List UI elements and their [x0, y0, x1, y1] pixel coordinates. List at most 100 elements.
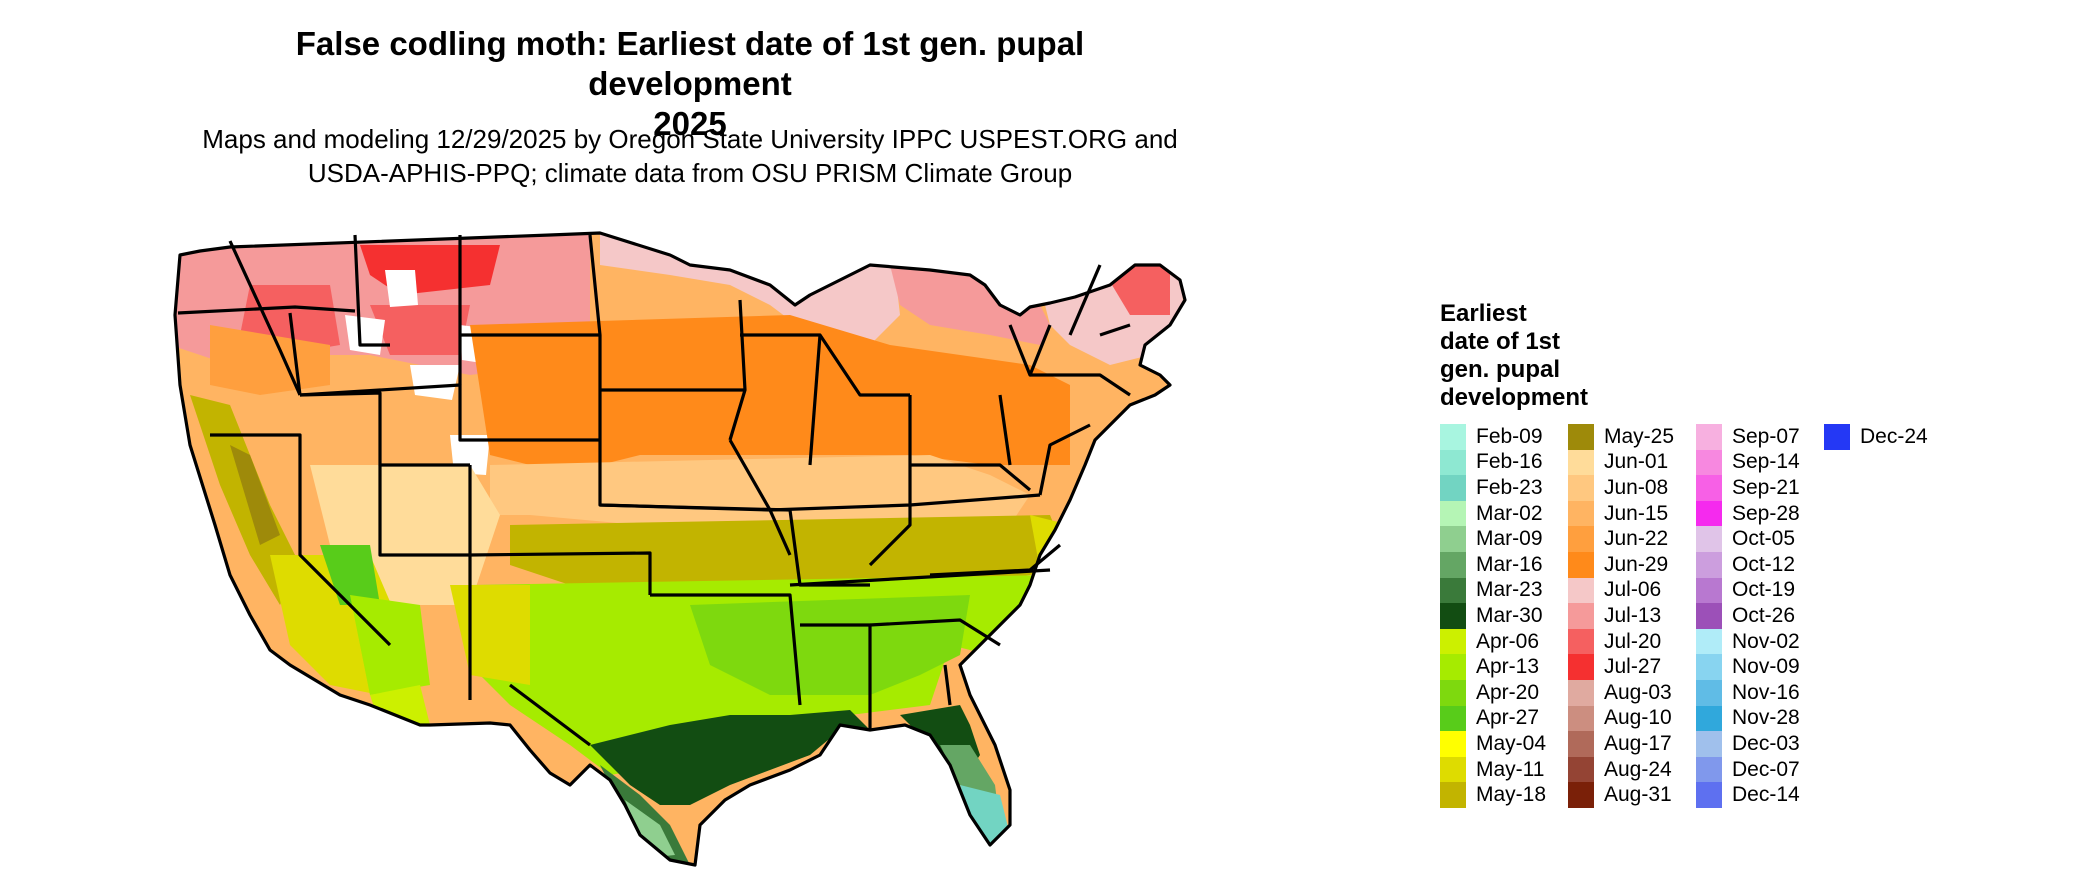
legend-label: Jul-20: [1604, 629, 1662, 653]
legend-column: May-25 Jun-01 Jun-08 Jun-15 Jun-22 Jun-29 Jul-…: [1568, 424, 1698, 808]
legend-item: Dec-03: [1696, 731, 1826, 757]
legend-swatch: [1568, 679, 1594, 706]
legend-swatch: [1696, 654, 1722, 680]
legend-label: Oct-05: [1732, 527, 1796, 551]
legend-item: Dec-07: [1696, 756, 1826, 783]
legend-item: Jun-01: [1568, 449, 1698, 476]
legend-item: Nov-09: [1696, 654, 1826, 680]
legend-item: Apr-06: [1440, 628, 1570, 655]
legend-swatch: [1696, 500, 1722, 527]
legend-label: Apr-27: [1476, 706, 1540, 730]
legend-swatch: [1696, 782, 1722, 808]
legend-item: Jul-06: [1568, 577, 1698, 604]
legend-item: Jul-20: [1568, 628, 1698, 655]
map-title-line-2: 2025: [653, 105, 727, 142]
legend-label: Jun-15: [1604, 501, 1669, 525]
legend-label: Jun-01: [1604, 450, 1669, 474]
legend-item: May-04: [1440, 731, 1570, 757]
legend-item: Mar-30: [1440, 603, 1570, 629]
legend-item: Oct-19: [1696, 577, 1826, 604]
legend-label: Dec-07: [1732, 757, 1800, 781]
legend-swatch: [1696, 475, 1722, 501]
legend-label: Feb-23: [1476, 475, 1543, 499]
legend-item: Oct-05: [1696, 526, 1826, 552]
legend-label: Dec-14: [1732, 783, 1800, 807]
legend-swatch: [1568, 424, 1594, 450]
legend-item: May-11: [1440, 756, 1570, 783]
legend-label: Dec-24: [1860, 424, 1928, 448]
legend-swatch: [1568, 603, 1594, 629]
legend-label: Aug-10: [1604, 706, 1672, 730]
legend-item: Feb-23: [1440, 475, 1570, 501]
legend-item: Feb-16: [1440, 449, 1570, 476]
legend-swatch: [1696, 577, 1722, 604]
legend-label: Jul-13: [1604, 603, 1662, 627]
us-choropleth-map: [173, 231, 1187, 867]
legend-label: Apr-20: [1476, 680, 1540, 704]
legend-label: Sep-28: [1732, 501, 1800, 525]
legend-label: Dec-03: [1732, 731, 1800, 755]
legend-title-line: Earliest: [1440, 300, 1527, 327]
legend-title-line: date of 1st: [1440, 328, 1561, 355]
legend-swatch: [1440, 679, 1466, 706]
legend-column: Dec-24: [1824, 424, 1954, 450]
legend-item: Mar-02: [1440, 500, 1570, 527]
legend-swatch: [1440, 500, 1466, 527]
legend-item: Apr-27: [1440, 705, 1570, 732]
legend-item: Sep-21: [1696, 475, 1826, 501]
legend-label: Feb-16: [1476, 450, 1543, 474]
legend-swatch: [1440, 577, 1466, 604]
legend-item: Oct-12: [1696, 551, 1826, 578]
legend-item: Jun-29: [1568, 551, 1698, 578]
legend-label: Sep-14: [1732, 450, 1800, 474]
legend-label: Mar-09: [1476, 527, 1543, 551]
legend-item: Nov-28: [1696, 705, 1826, 732]
legend-item: Mar-23: [1440, 577, 1570, 604]
legend-swatch: [1440, 449, 1466, 476]
legend-label: Jul-06: [1604, 578, 1662, 602]
legend-item: Oct-26: [1696, 603, 1826, 629]
legend-swatch: [1568, 500, 1594, 527]
legend-item: Aug-10: [1568, 705, 1698, 732]
legend-swatch: [1568, 628, 1594, 655]
state-boundaries: [173, 231, 1187, 867]
legend-item: Jun-08: [1568, 475, 1698, 501]
legend-label: Sep-07: [1732, 424, 1800, 448]
legend-item: Apr-20: [1440, 679, 1570, 706]
legend-item: Nov-16: [1696, 679, 1826, 706]
legend-swatch: [1440, 551, 1466, 578]
legend-title: Earliest date of 1st gen. pupal developm…: [1440, 300, 1640, 412]
legend-label: Aug-24: [1604, 757, 1672, 781]
legend-label: Jul-27: [1604, 655, 1662, 679]
legend-label: May-18: [1476, 783, 1547, 807]
legend-swatch: [1440, 654, 1466, 680]
legend-item: Dec-24: [1824, 424, 1954, 450]
legend-item: Jul-13: [1568, 603, 1698, 629]
map-title: False codling moth: Earliest date of 1st…: [200, 24, 1180, 144]
legend-label: Mar-02: [1476, 501, 1543, 525]
legend-label: May-11: [1476, 757, 1545, 781]
legend-item: Nov-02: [1696, 628, 1826, 655]
legend-label: Oct-12: [1732, 552, 1796, 576]
legend-label: Apr-13: [1476, 655, 1540, 679]
legend-swatch: [1696, 449, 1722, 476]
map-title-line-1: False codling moth: Earliest date of 1st…: [295, 25, 1085, 102]
legend-item: Sep-28: [1696, 500, 1826, 527]
legend-swatch: [1440, 424, 1466, 450]
legend-label: Aug-03: [1604, 680, 1672, 704]
legend-swatch: [1568, 449, 1594, 476]
map-color-fill: [175, 233, 1185, 865]
legend-swatch: [1696, 705, 1722, 732]
legend-item: Jun-22: [1568, 526, 1698, 552]
map-subtitle: Maps and modeling 12/29/2025 by Oregon S…: [200, 122, 1180, 190]
legend-swatch: [1440, 475, 1466, 501]
legend-label: Mar-30: [1476, 603, 1543, 627]
legend-label: Aug-17: [1604, 731, 1672, 755]
legend-item: Jul-27: [1568, 654, 1698, 680]
legend-item: Jun-15: [1568, 500, 1698, 527]
legend-label: Aug-31: [1604, 783, 1672, 807]
legend-item: Mar-16: [1440, 551, 1570, 578]
legend-item: Dec-14: [1696, 782, 1826, 808]
legend-swatch: [1696, 551, 1722, 578]
legend-label: Nov-28: [1732, 706, 1800, 730]
